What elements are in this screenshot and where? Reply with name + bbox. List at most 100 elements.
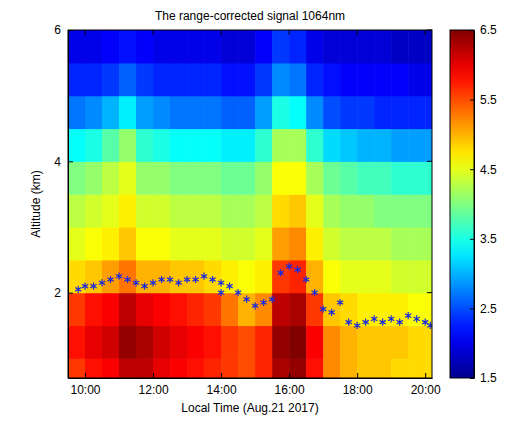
heatmap-cell [204,63,222,96]
heatmap-cell [119,96,137,129]
heatmap-cell [187,260,205,293]
heatmap-cell [221,227,239,260]
scatter-point [354,322,360,329]
heatmap-cell [391,63,409,96]
heatmap-cell [204,161,222,194]
axis: 246 [54,23,73,378]
heatmap-cell [238,63,256,96]
heatmap-cell [102,96,120,129]
heatmap-cell [204,96,222,129]
heatmap-cell [391,260,409,293]
tick-mark [470,308,474,309]
heatmap-cell [238,227,256,260]
scatter-point [209,276,215,283]
heatmap-cell [272,325,290,358]
tick-mark [427,30,432,31]
heatmap-cell [102,358,120,378]
scatter-point [388,315,394,322]
heatmap-cell [170,161,188,194]
heatmap-cell [187,194,205,227]
heatmap-cell [153,325,171,358]
tick-label: 18:00 [343,383,373,397]
heatmap-cell [272,227,290,260]
tick-label: 2.5 [480,302,497,316]
heatmap-cell [323,63,341,96]
scatter-point [158,276,164,283]
scatter-point [414,315,420,322]
heatmap-cell [425,161,432,194]
heatmap-cell [136,128,154,161]
scatter-point [422,319,428,326]
heatmap-cell [153,161,171,194]
heatmap-cell [306,325,324,358]
scatter-point [371,315,377,322]
scatter-point [252,302,258,309]
heatmap-cell [153,260,171,293]
heatmap-cell [272,63,290,96]
axis: 10:0012:0014:0016:0018:0020:00 [69,373,442,397]
tick: 12:00 [139,373,169,397]
heatmap-cell [323,325,341,358]
heatmap-cell [136,293,154,326]
heatmap-cell [153,358,171,378]
heatmap-cell [272,96,290,129]
heatmap-cell [68,161,86,194]
heatmap-cell [187,358,205,378]
tick-mark [289,373,290,378]
heatmap-cell [374,30,392,63]
heatmap-cell [221,325,239,358]
heatmap-cell [289,96,307,129]
plot-frame [68,30,432,378]
heatmap-cell [374,358,392,378]
heatmap-cell [102,293,120,326]
heatmap-cell [102,128,120,161]
heatmap-cell [136,161,154,194]
tick-label: 20:00 [411,383,441,397]
heatmap-cell [272,358,290,378]
heatmap-cell [340,227,358,260]
tick-label: 6 [54,23,61,37]
heatmap-cell [357,161,375,194]
scatter-point [90,282,96,289]
heatmap-cell [119,194,137,227]
heatmap-cell [391,194,409,227]
heatmap-cell [340,96,358,129]
colorbar [450,30,474,378]
heatmap-cell [221,260,239,293]
heatmap-cell [289,161,307,194]
tick-mark [357,30,358,35]
heatmap-cell [221,358,239,378]
heatmap-cell [391,325,409,358]
heatmap-cell [119,128,137,161]
heatmap-cell [357,128,375,161]
heatmap-cell [85,325,103,358]
heatmap-cell [204,227,222,260]
heatmap-cell [187,128,205,161]
tick-label: 5.5 [480,93,497,107]
tick-mark [427,161,432,162]
heatmap-cell [323,96,341,129]
heatmap-cell [204,260,222,293]
heatmap-cell [68,194,86,227]
tick: 16:00 [275,373,305,397]
heatmap-cell [170,128,188,161]
heatmap-cell [68,358,86,378]
heatmap-cell [136,227,154,260]
tick-label: 6.5 [480,23,497,37]
heatmap-cell [153,63,171,96]
heatmap-cell [374,325,392,358]
heatmap-cell [323,194,341,227]
heatmap-cell [102,325,120,358]
heatmap-cell [340,30,358,63]
heatmap-cell [170,227,188,260]
heatmap-cell [357,227,375,260]
axis-line [474,31,475,379]
scatter-point [286,263,292,270]
heatmap-cell [306,358,324,378]
heatmap-cell [170,358,188,378]
heatmap-cell [408,227,426,260]
heatmap-cell [391,128,409,161]
heatmap-cell [119,325,137,358]
heatmap-cell [238,30,256,63]
tick: 14:00 [207,373,237,397]
